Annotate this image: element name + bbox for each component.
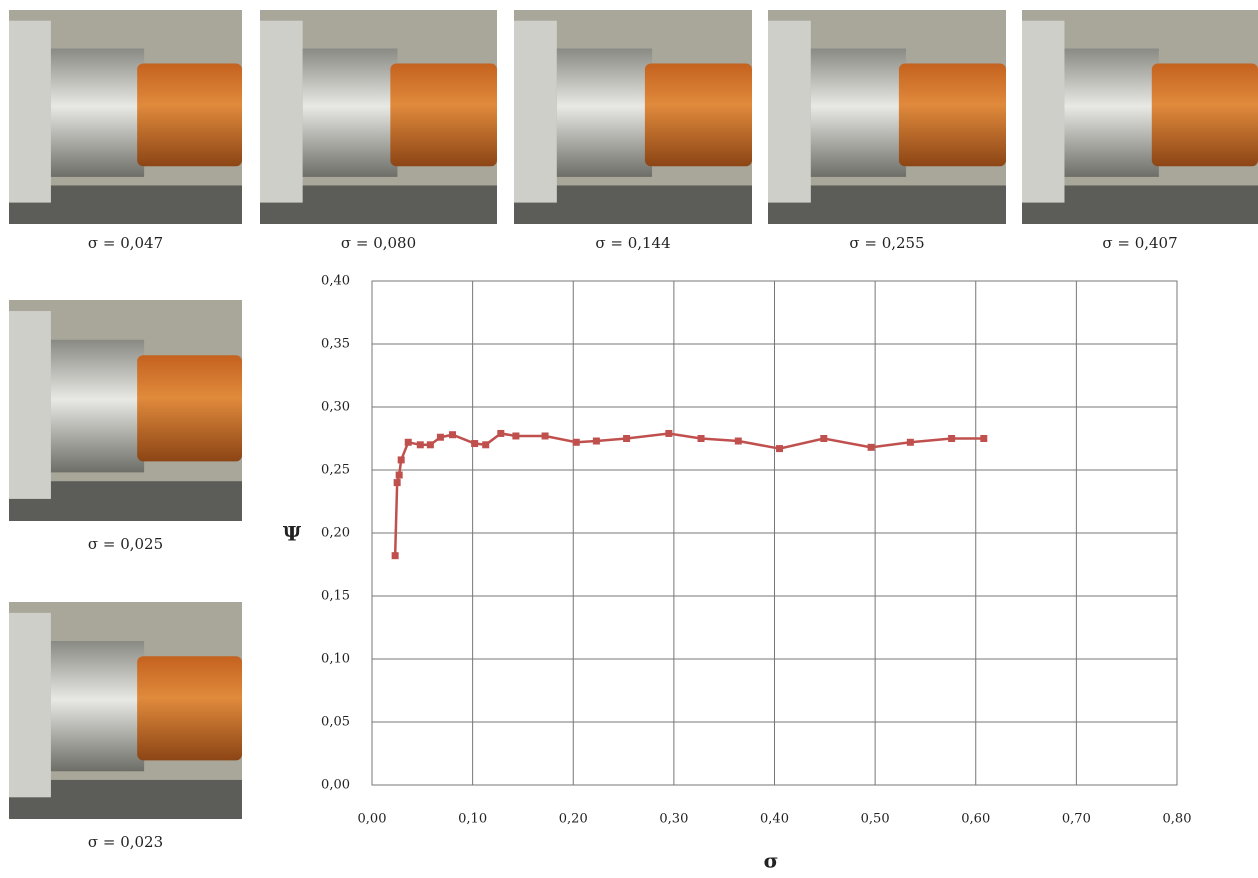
y-tick-label: 0,20: [321, 526, 350, 541]
data-point: [497, 429, 505, 437]
photo-caption: σ = 0,023: [88, 833, 163, 851]
photo-chuck: [1022, 20, 1065, 203]
data-point: [572, 438, 580, 446]
data-point: [482, 441, 490, 449]
data-point: [426, 441, 434, 449]
data-point: [391, 552, 399, 560]
data-point: [948, 435, 956, 442]
photo-workpiece: [137, 355, 242, 462]
x-tick-label: 0,10: [458, 812, 487, 827]
photo-workpiece: [390, 63, 497, 167]
photo-chuck: [9, 311, 51, 499]
data-point: [734, 437, 742, 445]
data-point: [623, 435, 631, 442]
photo-chuck: [514, 20, 557, 203]
data-point: [820, 435, 828, 442]
y-axis-label: Ψ: [283, 522, 302, 546]
photo-chuck: [9, 20, 51, 203]
photo: [1022, 10, 1258, 224]
data-point: [416, 441, 424, 449]
photo-chuck: [260, 20, 303, 203]
photo-caption: σ = 0,407: [1102, 234, 1177, 252]
photo-cylinder: [556, 48, 653, 177]
photo-workpiece: [898, 63, 1006, 167]
data-point: [395, 471, 403, 479]
x-axis-label: σ: [764, 849, 779, 873]
data-point: [436, 433, 444, 441]
data-point: [404, 438, 412, 446]
data-point: [867, 443, 875, 451]
y-tick-label: 0,25: [321, 463, 350, 478]
photo-cylinder: [50, 48, 145, 177]
photo-workpiece: [137, 63, 242, 167]
data-point: [397, 456, 405, 464]
data-point: [449, 431, 456, 439]
photo-caption: σ = 0,080: [341, 234, 416, 252]
data-point: [541, 432, 549, 440]
x-tick-label: 0,50: [861, 812, 890, 827]
photo: [9, 300, 242, 521]
data-point: [471, 440, 479, 448]
photo-caption: σ = 0,047: [88, 234, 163, 252]
photo-caption: σ = 0,025: [88, 535, 163, 553]
photo-workpiece: [137, 656, 242, 761]
photo: [9, 602, 242, 819]
y-tick-label: 0,00: [321, 778, 350, 793]
photo: [9, 10, 242, 224]
y-tick-label: 0,10: [321, 652, 350, 667]
data-point: [393, 479, 401, 487]
x-tick-label: 0,30: [659, 812, 688, 827]
data-point: [776, 445, 784, 453]
x-tick-label: 0,00: [358, 812, 387, 827]
photo-workpiece: [1151, 63, 1258, 167]
photo-caption: σ = 0,144: [595, 234, 670, 252]
y-tick-label: 0,35: [321, 337, 350, 352]
x-tick-label: 0,80: [1163, 812, 1192, 827]
photo-chuck: [768, 20, 811, 203]
x-tick-label: 0,70: [1062, 812, 1091, 827]
y-tick-label: 0,15: [321, 589, 350, 604]
data-point: [665, 429, 673, 437]
data-point: [906, 438, 914, 446]
y-tick-label: 0,05: [321, 715, 350, 730]
y-tick-label: 0,30: [321, 400, 350, 415]
photo: [768, 10, 1006, 224]
data-point: [697, 435, 705, 442]
photo-cylinder: [810, 48, 907, 177]
photo-workpiece: [644, 63, 752, 167]
photo-caption: σ = 0,255: [849, 234, 924, 252]
photo-cylinder: [50, 641, 145, 772]
photo: [260, 10, 497, 224]
data-point: [592, 437, 600, 445]
photo-cylinder: [302, 48, 398, 177]
data-point: [980, 435, 988, 442]
photo-cylinder: [1064, 48, 1159, 177]
photo: [514, 10, 752, 224]
x-tick-label: 0,20: [559, 812, 588, 827]
data-point: [512, 432, 520, 440]
x-tick-label: 0,40: [760, 812, 789, 827]
x-tick-label: 0,60: [961, 812, 990, 827]
photo-chuck: [9, 612, 51, 798]
photo-cylinder: [50, 339, 145, 473]
y-tick-label: 0,40: [321, 274, 350, 289]
